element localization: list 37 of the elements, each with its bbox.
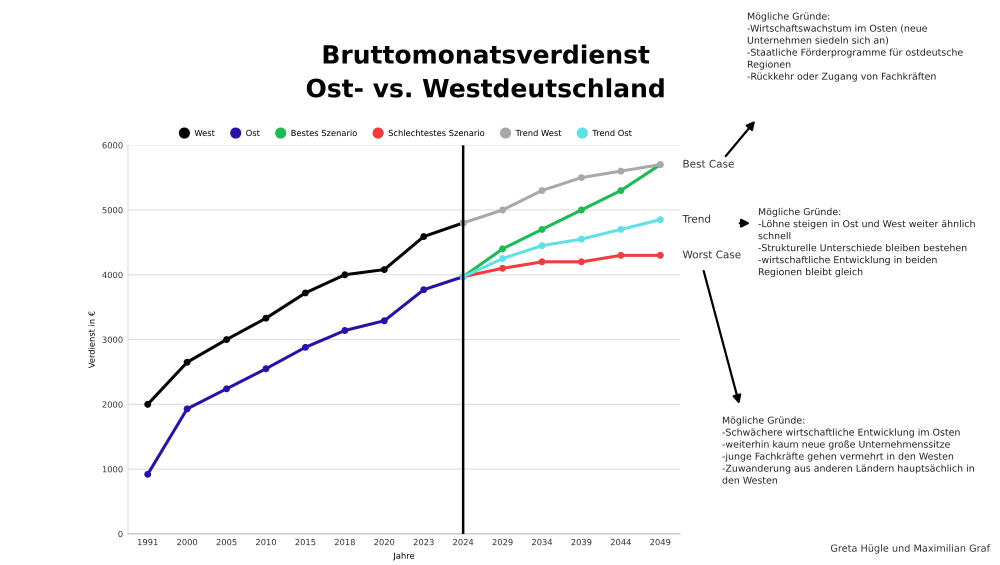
legend-label: Schlechtestes Szenario <box>388 130 484 136</box>
x-axis-title: Jahre <box>392 552 414 560</box>
x-tick-label: 2010 <box>256 538 276 546</box>
legend-label: Trend Ost <box>592 130 632 136</box>
x-tick-label: 2049 <box>650 538 670 546</box>
chart-title: Bruttomonatsverdienst Ost- vs. Westdeutschland <box>306 44 664 98</box>
y-tick-label: 4000 <box>102 272 123 278</box>
text: Mögliche Gründe: -Schwächere wirtschaftliche Entwicklung im Osten -weiterhin kaum neue große Unternehmenssitze -junge Fachkräfte gehen vermehrt in den Westen -Zuwanderung aus anderen Ländern hauptsächlich in den Westen <box>722 416 974 484</box>
y-tick-label: 0 <box>118 530 123 538</box>
y-axis-title: Verdienst in € <box>88 311 95 368</box>
annotation: Best Case <box>684 160 734 168</box>
x-tick-label: 2029 <box>492 538 513 546</box>
x-tick-label: 2044 <box>610 538 631 546</box>
x-tick-label: 2018 <box>334 538 355 546</box>
annotation: Trend <box>682 214 710 223</box>
x-tick-label: 2023 <box>414 538 434 546</box>
x-tick-label: 2034 <box>532 538 552 546</box>
x-tick-label: 2024 <box>453 538 474 546</box>
y-tick-label: 1000 <box>102 466 123 472</box>
y-tick-label: 5000 <box>102 206 123 214</box>
y-tick-label: 6000 <box>102 142 123 148</box>
legend-label: Trend West <box>516 130 562 136</box>
x-tick-label: 1991 <box>138 538 158 546</box>
x-tick-label: 2020 <box>374 538 394 546</box>
text: Greta Hügle und Maximilian Graf <box>830 544 990 554</box>
x-tick-label: 2015 <box>295 538 316 546</box>
legend-label: Ost <box>246 130 260 136</box>
x-tick-label: 2000 <box>177 538 198 546</box>
text: Mögliche Gründe: -Wirtschaftswachstum im Osten (neue Unternehmen siedeln sich an) -Staatliche Förderprogramme für ostdeutsche Regionen -Rückkehr oder Zugang von Fachkräften <box>747 12 963 82</box>
x-tick-label: 2005 <box>216 538 236 546</box>
legend-label: Bestes Szenario <box>292 130 357 136</box>
text: Mögliche Gründe: -Löhne steigen in Ost und West weiter ähnlich schnell -Strukturelle Unterschiede bleiben bestehen -wirtschaftliche Entwicklung in beiden Regionen bleibt gleich <box>758 208 975 278</box>
legend-label: West <box>194 130 215 136</box>
y-tick-label: 2000 <box>102 401 123 408</box>
y-tick-label: 3000 <box>102 336 123 343</box>
annotation: Worst Case <box>682 250 741 258</box>
x-tick-label: 2039 <box>571 538 592 546</box>
